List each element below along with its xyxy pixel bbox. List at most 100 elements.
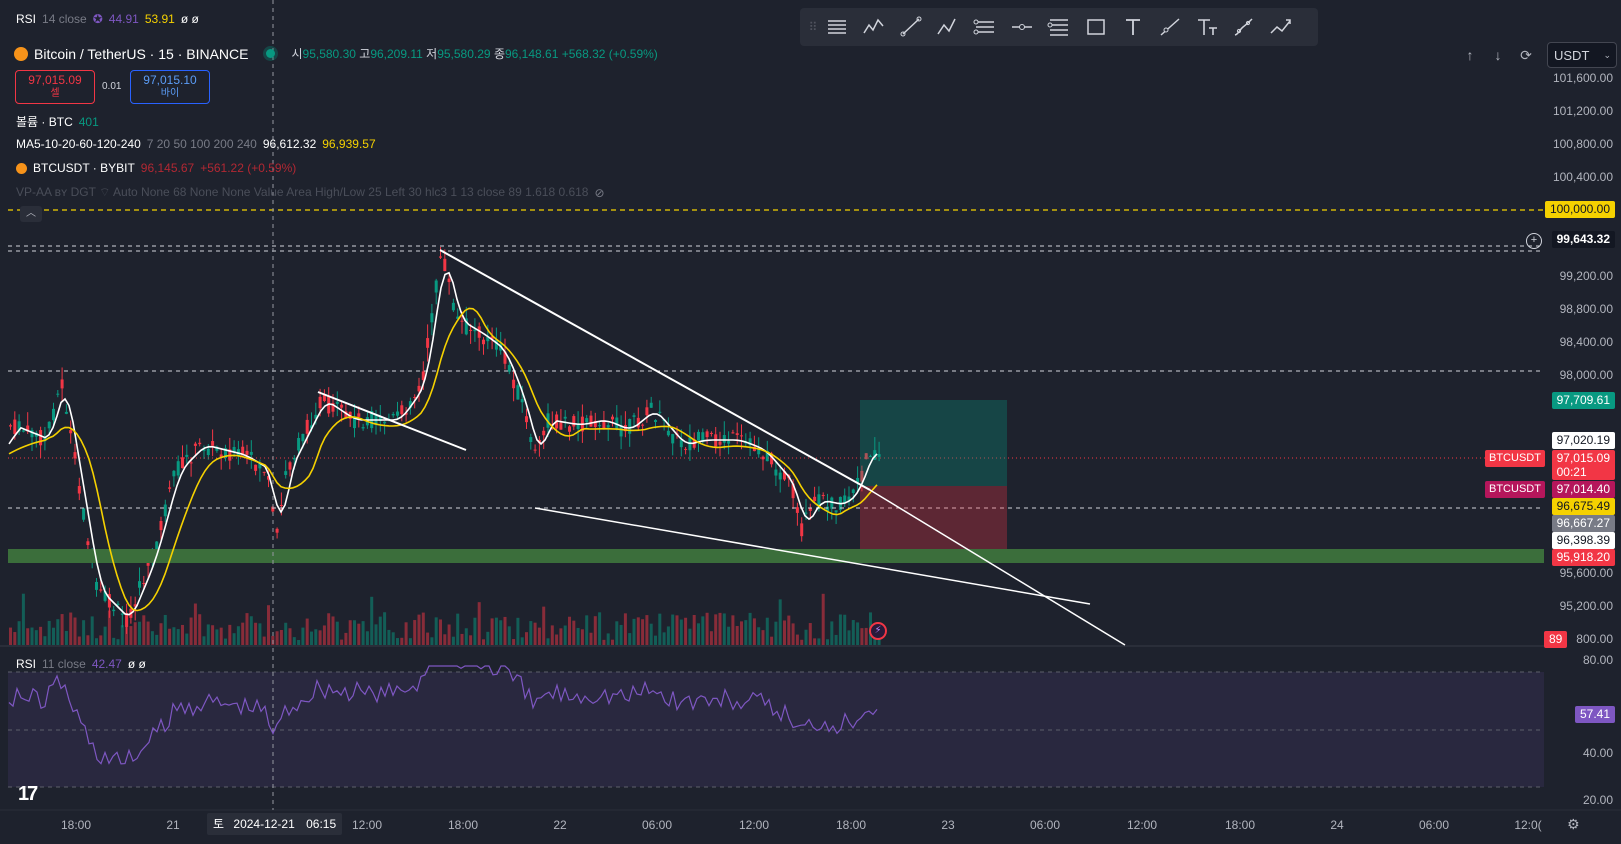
tag-high-mark: 99,643.32 (1551, 231, 1615, 248)
volume-bar (129, 626, 133, 646)
ray-icon[interactable] (1151, 12, 1188, 42)
candle-body (198, 442, 202, 445)
volume-bar (877, 638, 881, 646)
candle-body (249, 451, 253, 455)
volume-bar (813, 638, 817, 646)
tag-bybit-price: 97,014.40 (1551, 481, 1615, 498)
volume-bar (520, 637, 524, 646)
volume-bar (275, 631, 279, 646)
candle-body (559, 422, 563, 430)
candle-body (77, 486, 81, 494)
candle-body (830, 497, 834, 509)
ma-params: 7 20 50 100 200 240 (146, 137, 257, 151)
hidden-eye-icon[interactable]: ⊘ (594, 185, 605, 200)
symbol-title[interactable]: Bitcoin / TetherUS · 15 · BINANCE (34, 45, 249, 62)
volume-bar (185, 633, 189, 646)
volume-bar (662, 632, 666, 646)
candle-body (241, 446, 245, 456)
tradingview-logo[interactable]: 17 (18, 783, 38, 805)
candle-body (628, 419, 632, 434)
volume-bar (791, 623, 795, 646)
volume-bar (99, 635, 103, 646)
horizontal-ray-icon[interactable] (1003, 12, 1040, 42)
elliott-wave-icon[interactable] (855, 12, 892, 42)
sell-button[interactable]: 97,015.09 셀 (15, 70, 95, 104)
collapse-legend-icon[interactable]: ︿ (20, 206, 42, 222)
candle-body (107, 594, 111, 608)
volume-bar (765, 617, 769, 646)
volume-bar (69, 612, 73, 646)
volume-bar (138, 621, 141, 646)
sell-label: 셀 (50, 88, 60, 99)
volume-bar (619, 624, 623, 646)
volume-bar (537, 627, 541, 646)
volume-bar (494, 617, 498, 646)
volume-bar (301, 627, 305, 646)
volume-bar (783, 620, 786, 646)
rsi-panel-value: 42.47 (91, 657, 122, 671)
candle-body (116, 603, 120, 605)
volume-bar (344, 632, 348, 646)
volume-bar (288, 628, 292, 646)
rectangle-icon[interactable] (1077, 12, 1114, 42)
ma-white-line (8, 271, 878, 616)
scroll-up-icon[interactable]: ↑ (1466, 47, 1474, 63)
volume-bar (202, 636, 206, 646)
toolbar-grip-icon[interactable]: ⠿ (808, 20, 818, 34)
volume-value: 401 (78, 114, 99, 129)
refresh-icon[interactable]: ⟳ (1520, 46, 1532, 63)
candle-body (804, 512, 808, 514)
candle-body (520, 399, 524, 403)
candle-body (641, 424, 645, 426)
candle-body (232, 446, 236, 453)
brush-icon[interactable] (1225, 12, 1262, 42)
candle-body (602, 420, 606, 429)
candle-body (421, 371, 425, 381)
change-value: +568.32 (+0.59%) (561, 47, 658, 61)
horizontal-lines-icon[interactable] (818, 12, 855, 42)
volume-bar (688, 628, 692, 646)
tag-level-low: 96,398.39 (1551, 532, 1615, 549)
candle-body (658, 411, 662, 413)
volume-bar (666, 626, 670, 646)
volume-bar (413, 620, 417, 646)
low-label: 저 (426, 47, 438, 61)
volume-bar (770, 636, 774, 646)
volume-bar (103, 626, 107, 646)
candle-body (778, 472, 782, 480)
volume-bar (206, 624, 210, 646)
path-icon[interactable] (1262, 12, 1299, 42)
volume-bar (421, 612, 425, 646)
ma-legend: MA5-10-20-60-120-240 7 20 50 100 200 240… (16, 137, 376, 151)
candle-body (301, 433, 305, 442)
time-settings-gear-icon[interactable]: ⚙ (1567, 816, 1580, 832)
add-alert-icon[interactable]: + (1526, 233, 1542, 249)
volume-bar (787, 615, 791, 646)
low-value: 95,580.29 (437, 47, 491, 61)
support-zone (8, 549, 1544, 563)
text-note-icon[interactable] (1188, 12, 1225, 42)
scroll-down-icon[interactable]: ↓ (1494, 47, 1502, 63)
volume-bar (318, 630, 322, 646)
abc-pattern-icon[interactable] (929, 12, 966, 42)
volume-bar (383, 612, 387, 646)
settings-icon[interactable]: ✪ (92, 12, 103, 26)
candle-body (361, 427, 365, 429)
volume-bar (86, 635, 90, 646)
parallel-channel-icon[interactable] (966, 12, 1003, 42)
volume-bar (533, 622, 537, 646)
lightning-icon[interactable]: ⚡ (869, 622, 887, 640)
volume-bar (322, 625, 326, 646)
trend-line-icon[interactable] (892, 12, 929, 42)
volume-bar (43, 636, 47, 646)
candle-body (215, 446, 219, 451)
currency-select[interactable]: USDT ⌄ (1547, 42, 1617, 68)
candle-body (460, 320, 464, 322)
candle-body (30, 430, 34, 438)
buy-button[interactable]: 97,015.10 바이 (130, 70, 210, 104)
candle-body (47, 421, 51, 429)
fib-retracement-icon[interactable] (1040, 12, 1077, 42)
volume-bar (26, 628, 30, 646)
text-tool-icon[interactable] (1114, 12, 1151, 42)
